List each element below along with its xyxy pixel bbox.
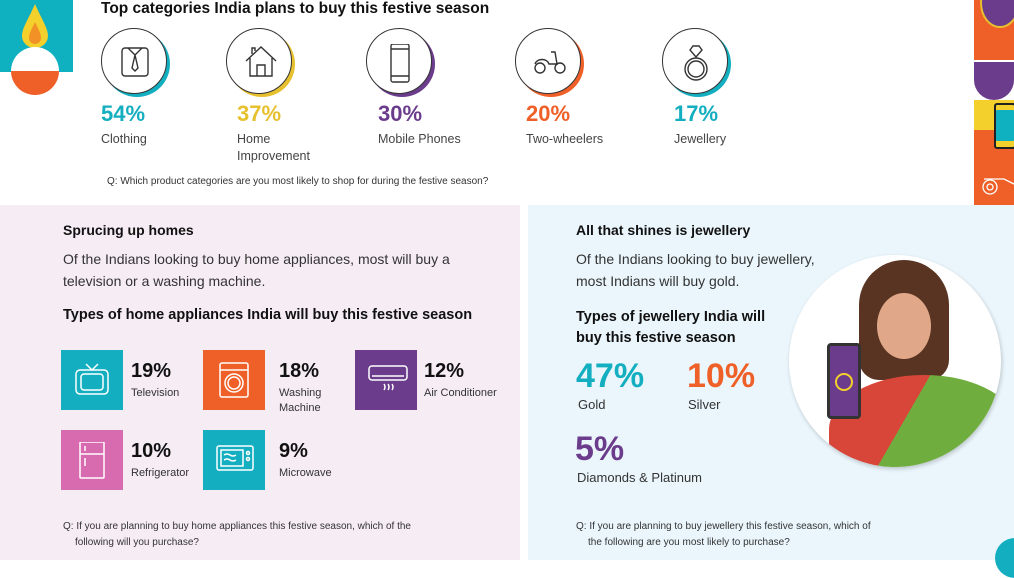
television-pct: 19%	[131, 360, 172, 382]
gold-pct: 47%	[576, 357, 645, 395]
silver-label: Silver	[688, 397, 721, 412]
air-conditioner-icon	[368, 365, 408, 391]
top-question: Q: Which product categories are you most…	[107, 176, 489, 187]
refrigerator-pct: 10%	[131, 440, 172, 462]
diya-flame-icon	[22, 4, 48, 48]
gold-label: Gold	[578, 397, 606, 412]
refrigerator-tile	[61, 430, 123, 490]
refrigerator-icon	[79, 442, 105, 479]
air-conditioner-tile	[355, 350, 417, 410]
woman-with-phone-photo	[789, 255, 1001, 467]
jewellery-text: Of the Indians looking to buy jewellery,…	[576, 251, 815, 289]
air-conditioner-label: Air Conditioner	[424, 387, 497, 399]
homes-subheading: Types of home appliances India will buy …	[63, 307, 473, 323]
air-conditioner-pct: 12%	[424, 360, 465, 382]
washing-machine-icon	[219, 362, 249, 398]
washing-machine-label: Washing Machine	[279, 387, 322, 414]
microwave-icon	[216, 445, 254, 471]
homes-text: Of the Indians looking to buy home appli…	[63, 251, 450, 289]
jewellery-heading: All that shines is jewellery	[576, 222, 751, 238]
television-icon	[75, 363, 109, 395]
side-decoration	[974, 0, 1014, 205]
washing-machine-tile	[203, 350, 265, 410]
homes-question: Q: If you are planning to buy home appli…	[63, 521, 411, 548]
phone-icon	[994, 103, 1014, 149]
television-tile	[61, 350, 123, 410]
television-label: Television	[131, 387, 180, 399]
motorbike-icon	[982, 178, 1014, 195]
shirt-icon	[121, 47, 149, 77]
jewellery-subheading: Types of jewellery India will buy this f…	[576, 309, 766, 346]
microwave-label: Microwave	[279, 467, 332, 479]
top-title: Top categories India plans to buy this f…	[101, 0, 490, 17]
phone-icon	[827, 343, 861, 419]
refrigerator-label: Refrigerator	[131, 467, 190, 479]
house-icon	[245, 46, 277, 77]
jewellery-question: Q: If you are planning to buy jewellery …	[576, 521, 871, 548]
homes-heading: Sprucing up homes	[63, 222, 194, 238]
microwave-tile	[203, 430, 265, 490]
diya-bowl	[11, 47, 59, 95]
ring-icon	[835, 373, 853, 391]
washing-machine-pct: 18%	[279, 360, 320, 382]
silver-pct: 10%	[687, 357, 756, 395]
microwave-pct: 9%	[279, 440, 308, 462]
ring-icon	[684, 45, 708, 81]
scooter-icon	[534, 51, 566, 74]
mobile-phone-icon	[390, 44, 410, 83]
diamonds-pct: 5%	[575, 430, 625, 468]
diamonds-label: Diamonds & Platinum	[577, 470, 702, 485]
